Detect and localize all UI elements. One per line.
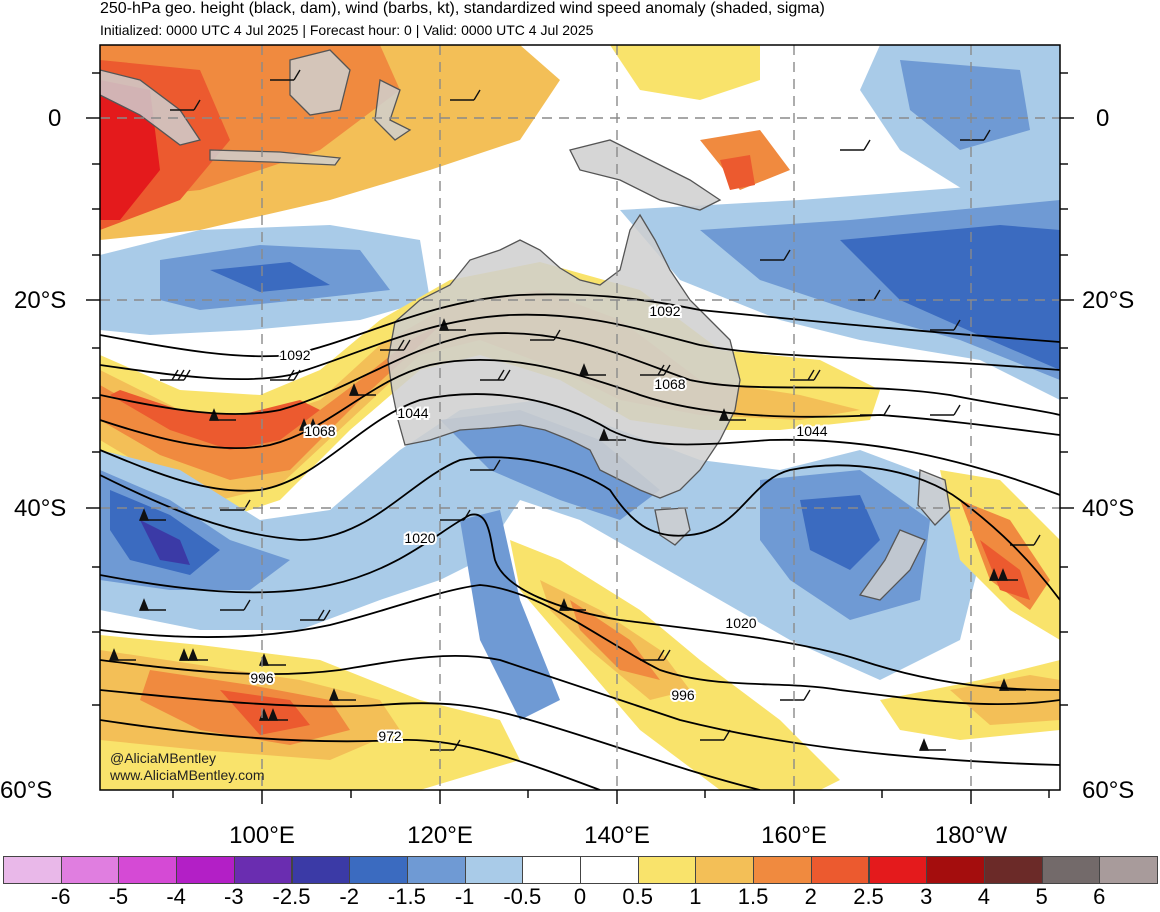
lon-label: 180°W (934, 822, 1008, 849)
colorbar-swatch (406, 856, 466, 884)
colorbar-swatch (464, 856, 524, 884)
axis-ticks (86, 72, 1074, 804)
height-contours (100, 293, 1060, 790)
lat-label: 40°S (1082, 495, 1135, 522)
colorbar-tick-label: 0 (573, 884, 587, 909)
contour-labels: 1092 1092 1068 1068 1044 1044 1020 1020 … (248, 301, 829, 746)
graticule (100, 45, 1060, 790)
chart-subtitle: Initialized: 0000 UTC 4 Jul 2025 | Forec… (100, 22, 594, 38)
lat-label: 0 (48, 105, 62, 132)
colorbar-tick-label: 2 (804, 884, 817, 909)
colorbar-tick-label: -5 (108, 884, 129, 909)
lat-label: 20°S (14, 287, 67, 314)
colorbar-tick-label: -4 (166, 884, 186, 909)
colorbar-swatch (637, 856, 697, 884)
new-zealand-south (858, 529, 926, 601)
colorbar-tick-label: 1.5 (737, 884, 769, 909)
contour-label: 1044 (796, 423, 827, 439)
contour-label: 1092 (649, 303, 680, 319)
lon-label: 160°E (761, 822, 827, 849)
colorbar-swatch (580, 856, 639, 884)
lon-label: 140°E (584, 822, 650, 849)
lat-label: 60°S (1082, 777, 1135, 804)
colorbar-tick-label: 1 (689, 884, 702, 909)
colorbar-swatch (349, 856, 408, 884)
colorbar-swatch (291, 856, 351, 884)
colorbar-tick-label: 2.5 (853, 884, 884, 909)
colorbar-tick-label: -2.5 (272, 884, 311, 909)
lat-label: 0 (1096, 105, 1110, 132)
colorbar-tick-label: -3 (224, 884, 244, 909)
contour-label: 972 (378, 728, 402, 744)
colorbar-swatch (522, 856, 581, 884)
contour-label: 1092 (279, 347, 310, 363)
colorbar-tick-label: -0.5 (503, 884, 542, 909)
contour-label: 1020 (725, 615, 756, 631)
java (209, 149, 342, 166)
contour-label: 1068 (304, 423, 335, 439)
colorbar-swatch (810, 856, 870, 884)
colorbar-tick-label: -1.5 (387, 884, 426, 909)
lat-label: 60°S (0, 777, 53, 804)
colorbar-swatch (176, 856, 235, 884)
map-frame (99, 44, 1061, 791)
colorbar-tick-label: 4 (977, 884, 991, 909)
colorbar-swatch (983, 856, 1043, 884)
lat-label: 20°S (1082, 287, 1135, 314)
land-masses (100, 49, 951, 601)
new-zealand-north (917, 469, 951, 526)
colorbar-tick-label: -6 (50, 884, 71, 909)
colorbar-swatch (695, 856, 755, 884)
contour-label: 1068 (654, 376, 685, 392)
new-guinea (569, 139, 722, 211)
colorbar-swatch (1099, 856, 1158, 884)
lat-label: 40°S (14, 495, 67, 522)
colorbar-swatch (60, 856, 120, 884)
colorbar-tick-label: 6 (1093, 884, 1106, 909)
contour-label: 1044 (397, 405, 428, 421)
lon-label: 100°E (229, 822, 295, 849)
contour-label: 1020 (404, 530, 435, 546)
colorbar-tick-label: 0.5 (622, 884, 653, 909)
colorbar-tick-label: 3 (920, 884, 933, 909)
australia (387, 213, 741, 499)
colorbar-swatch (1041, 856, 1101, 884)
colorbar-tick-label: 5 (1035, 884, 1048, 909)
contour-label: 996 (671, 687, 695, 703)
sulawesi (374, 79, 412, 141)
colorbar-swatch (3, 856, 62, 884)
borneo (289, 49, 351, 116)
colorbar-swatch (118, 856, 178, 884)
colorbar-swatch (926, 856, 985, 884)
credit-website: www.AliciaMBentley.com (110, 767, 265, 783)
lon-label: 120°E (407, 822, 473, 849)
chart-title: 250-hPa geo. height (black, dam), wind (… (100, 0, 825, 17)
colorbar-tick-label: -2 (339, 884, 359, 909)
credit-handle: @AliciaMBentley (110, 750, 217, 766)
colorbar-swatch (868, 856, 928, 884)
sumatra (100, 69, 202, 146)
colorbar-swatch (233, 856, 293, 884)
colorbar-tick-label: -1 (454, 884, 475, 909)
colorbar-swatch (753, 856, 812, 884)
